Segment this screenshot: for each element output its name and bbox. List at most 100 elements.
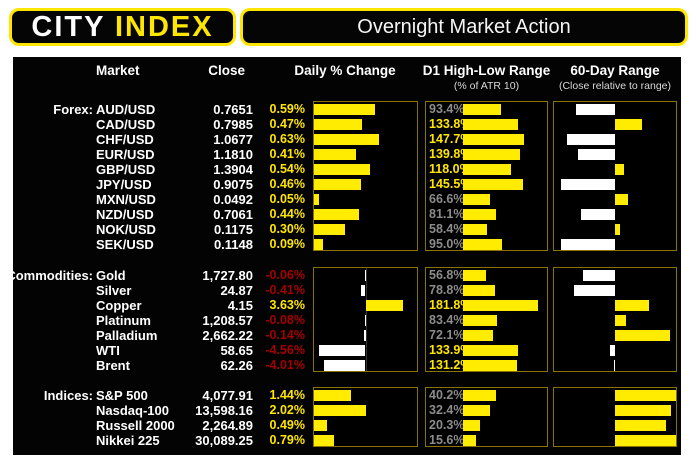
page-title: Overnight Market Action — [357, 15, 571, 38]
daily-pct-value: 0.41% — [269, 147, 305, 161]
close-value: 58.65 — [220, 343, 253, 358]
d1-range-bar — [463, 149, 521, 160]
market-name: SEK/USD — [96, 237, 154, 252]
daily-pct-value: 2.02% — [269, 403, 305, 417]
range60-bar — [615, 119, 642, 130]
range60-bar — [580, 209, 615, 220]
daily-change-bar — [314, 104, 375, 115]
d1-range-value: 133.9% — [429, 343, 472, 357]
range60-bar — [561, 179, 615, 190]
d1-range-bar — [463, 209, 497, 220]
d1-range-value: 145.5% — [429, 177, 472, 191]
d1-range-bar — [463, 390, 496, 401]
close-value: 1,727.80 — [202, 268, 253, 283]
daily-change-bar — [314, 435, 335, 446]
market-name: Nikkei 225 — [96, 433, 160, 448]
daily-pct-value: 0.44% — [269, 207, 305, 221]
market-name: AUD/USD — [96, 102, 156, 117]
market-name: Palladium — [96, 328, 158, 343]
close-value: 4,077.91 — [202, 388, 253, 403]
daily-change-bar — [314, 179, 362, 190]
daily-change-bar — [314, 224, 345, 235]
d1-range-bar — [463, 104, 502, 115]
close-value: 62.26 — [220, 358, 253, 373]
market-name: CHF/USD — [96, 132, 154, 147]
section-label: Commodities: — [6, 268, 93, 283]
d1-range-bar — [463, 345, 518, 356]
daily-pct-value: 0.47% — [269, 117, 305, 131]
daily-change-bar — [314, 134, 379, 145]
daily-pct-value: -0.41% — [265, 283, 305, 297]
daily-change-bar — [324, 360, 366, 371]
close-value: 0.1175 — [213, 222, 253, 237]
range60-bar — [615, 315, 626, 326]
market-name: S&P 500 — [96, 388, 148, 403]
d1-range-bar — [463, 435, 476, 446]
close-value: 4.15 — [227, 298, 253, 313]
d1-range-bar — [463, 239, 502, 250]
daily-pct-value: 3.63% — [269, 298, 305, 312]
d1-range-bar — [463, 164, 512, 175]
d1-range-value: 56.8% — [429, 268, 465, 282]
range60-bar — [615, 164, 624, 175]
market-name: JPY/USD — [96, 177, 152, 192]
daily-pct-value: -0.08% — [265, 313, 305, 327]
d1-range-value: 131.2% — [429, 358, 472, 372]
d1-range-value: 118.0% — [429, 162, 471, 176]
daily-change-bar — [314, 420, 327, 431]
market-name: CAD/USD — [96, 117, 156, 132]
d1-range-value: 72.1% — [429, 328, 465, 342]
close-value: 0.7651 — [213, 102, 253, 117]
range60-bar — [567, 134, 615, 145]
daily-change-bar — [314, 149, 357, 160]
close-value: 2,662.22 — [202, 328, 253, 343]
close-value: 0.0492 — [213, 192, 253, 207]
d1-range-value: 147.7% — [429, 132, 472, 146]
range60-bar — [561, 239, 615, 250]
range60-bar — [578, 149, 615, 160]
close-value: 0.7985 — [213, 117, 253, 132]
daily-pct-value: -0.14% — [265, 328, 305, 342]
report-title-box: Overnight Market Action — [240, 8, 688, 46]
d1-range-bar — [463, 315, 498, 326]
close-value: 1.0677 — [213, 132, 253, 147]
range60-bar — [615, 420, 667, 431]
daily-change-bar — [364, 315, 367, 326]
daily-pct-value: -4.01% — [265, 358, 305, 372]
logo-index-text: INDEX — [114, 10, 214, 43]
range60-bar — [613, 360, 616, 371]
daily-pct-value: 0.30% — [269, 222, 305, 236]
range60-bar — [610, 345, 615, 356]
d1-range-value: 181.8% — [429, 298, 472, 312]
logo-city-text: CITY — [31, 10, 105, 43]
city-index-logo: CITY INDEX — [9, 8, 236, 46]
range60-bar — [583, 270, 615, 281]
close-value: 0.7061 — [213, 207, 253, 222]
d1-range-bar — [463, 224, 487, 235]
market-name: EUR/USD — [96, 147, 155, 162]
d1-range-bar — [463, 360, 517, 371]
d1-range-value: 20.3% — [429, 418, 465, 432]
d1-range-bar — [463, 270, 487, 281]
d1-range-bar — [463, 420, 480, 431]
market-name: MXN/USD — [96, 192, 156, 207]
daily-pct-value: 0.54% — [269, 162, 305, 176]
column-header-d1-range: D1 High-Low Range — [422, 63, 551, 78]
d1-range-value: 15.6% — [429, 433, 465, 447]
market-name: Silver — [96, 283, 132, 298]
d1-range-bar — [463, 194, 491, 205]
section-label: Indices: — [43, 388, 93, 403]
column-header-60day-range: 60-Day Range — [570, 63, 660, 78]
d1-range-value: 133.8% — [429, 117, 472, 131]
daily-pct-value: 0.05% — [269, 192, 305, 206]
column-header-daily-change: Daily % Change — [294, 63, 396, 78]
d1-range-bar — [463, 285, 496, 296]
daily-pct-value: 0.49% — [269, 418, 305, 432]
close-value: 13,598.16 — [195, 403, 253, 418]
d1-range-value: 139.8% — [429, 147, 472, 161]
daily-change-bar — [365, 300, 403, 311]
section-label: Forex: — [53, 102, 93, 117]
close-value: 30,089.25 — [195, 433, 253, 448]
close-value: 1,208.57 — [202, 313, 253, 328]
